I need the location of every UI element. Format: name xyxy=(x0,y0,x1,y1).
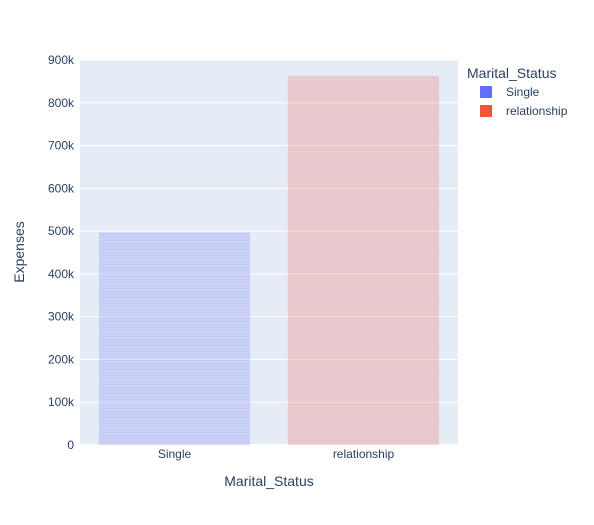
y-tick-label: 700k xyxy=(48,139,75,153)
legend-swatch xyxy=(480,105,492,117)
bar-rect[interactable] xyxy=(287,75,440,446)
y-tick-label: 300k xyxy=(48,310,75,324)
bar-Single[interactable] xyxy=(98,232,251,445)
legend-items[interactable]: Single relationship xyxy=(480,85,568,118)
y-tick-label: 800k xyxy=(48,96,75,110)
x-tick-label: relationship xyxy=(333,447,395,461)
legend-label: relationship xyxy=(506,104,568,118)
y-tick-label: 500k xyxy=(48,224,75,238)
plot-background xyxy=(80,60,458,445)
legend-item-Single[interactable]: Single xyxy=(480,85,540,99)
y-tick-label: 600k xyxy=(48,181,75,195)
legend-title: Marital_Status xyxy=(467,65,556,81)
legend-item-relationship[interactable]: relationship xyxy=(480,104,568,118)
legend[interactable]: Marital_Status Single relationship xyxy=(467,65,568,118)
y-tick-label: 400k xyxy=(48,267,75,281)
y-tick-label: 900k xyxy=(48,53,75,67)
bar-rect[interactable] xyxy=(98,232,251,445)
x-axis-ticks: Single relationship xyxy=(158,447,395,461)
bars xyxy=(98,75,440,446)
y-axis-title: Expenses xyxy=(11,221,27,282)
bar-relationship[interactable] xyxy=(287,75,440,446)
y-tick-label: 200k xyxy=(48,352,75,366)
legend-swatch xyxy=(480,86,492,98)
y-tick-label: 100k xyxy=(48,395,75,409)
gridlines xyxy=(80,59,458,446)
legend-label: Single xyxy=(506,85,540,99)
y-axis-ticks: 0 100k 200k 300k 400k 500k 600k 700k 800k 900k xyxy=(48,53,75,452)
x-axis-title: Marital_Status xyxy=(224,473,313,489)
y-tick-label: 0 xyxy=(67,438,74,452)
x-tick-label: Single xyxy=(158,447,192,461)
